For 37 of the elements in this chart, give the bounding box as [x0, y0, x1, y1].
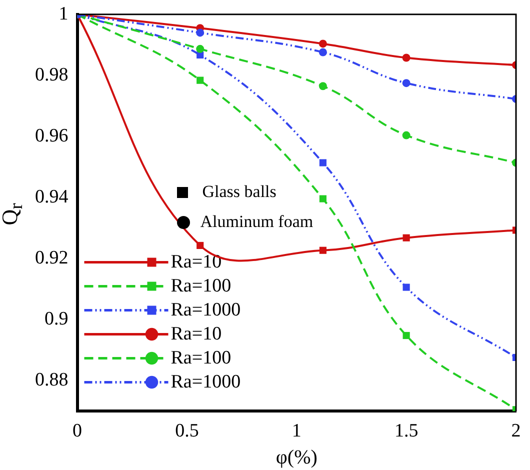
- legend-label: Ra=100: [170, 275, 232, 296]
- annotation: Glass balls: [202, 182, 276, 202]
- y-tick-label: 0.98: [35, 64, 68, 86]
- point: [318, 82, 327, 90]
- point: [319, 246, 326, 254]
- point: [402, 234, 410, 242]
- point: [319, 195, 326, 202]
- x-tick-label: 1.5: [394, 420, 418, 442]
- point: [402, 284, 410, 291]
- annotation: Aluminum foam: [200, 212, 314, 232]
- x-tick-label: 2: [511, 420, 521, 442]
- x-tick-label: 1: [292, 420, 302, 442]
- point: [196, 44, 204, 53]
- point: [402, 54, 410, 62]
- y-tick-label: 1: [58, 3, 68, 24]
- point: [402, 131, 410, 140]
- point: [319, 159, 326, 166]
- y-tick-label: 0.9: [44, 308, 68, 330]
- point: [196, 242, 204, 249]
- y-tick-label: 0.96: [35, 125, 68, 146]
- point: [318, 48, 327, 56]
- y-tick-label: 0.92: [35, 248, 68, 269]
- legend-label: Ra=10: [170, 323, 222, 344]
- point: [196, 28, 204, 37]
- x-axis-title: φ(%): [276, 446, 318, 468]
- x-tick-label: 0.5: [175, 420, 199, 442]
- point: [196, 76, 204, 84]
- legend-label: Ra=100: [170, 347, 232, 368]
- y-tick-label: 0.94: [35, 186, 69, 208]
- point: [402, 79, 410, 88]
- point: [402, 332, 410, 340]
- legend-label: Ra=10: [170, 251, 222, 272]
- legend-label: Ra=1000: [170, 299, 241, 320]
- y-tick-label: 0.88: [35, 370, 68, 391]
- x-tick-label: 0: [72, 420, 82, 442]
- point: [318, 40, 327, 48]
- legend-label: Ra=1000: [170, 371, 241, 392]
